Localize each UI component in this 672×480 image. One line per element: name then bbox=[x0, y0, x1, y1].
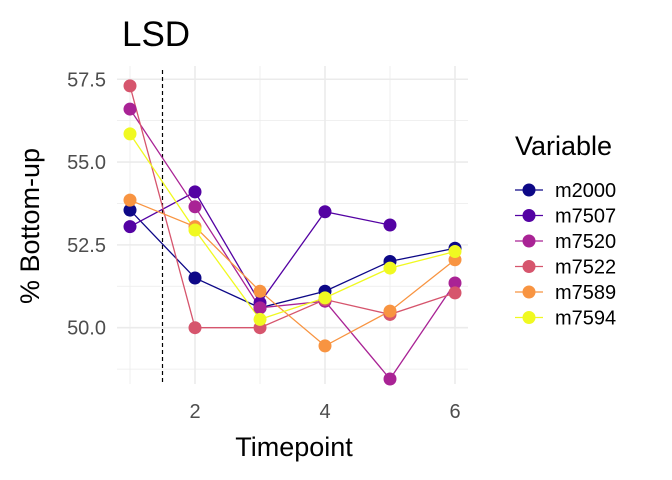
y-tick-label: 52.5 bbox=[67, 235, 106, 257]
legend-items: m2000 m7507 m7520 m7522 m7589 m7594 bbox=[515, 180, 616, 330]
legend-key-marker bbox=[522, 311, 536, 324]
legend-item-m7594: m7594 bbox=[515, 308, 616, 330]
legend: Variable m2000 m7507 m7520 m7522 m7589 m7594 bbox=[515, 131, 616, 330]
data-point-m7522 bbox=[123, 79, 137, 93]
series-line-m7520 bbox=[129, 108, 456, 381]
legend-key-marker bbox=[522, 285, 536, 299]
data-point-m7594 bbox=[318, 291, 332, 305]
grid bbox=[117, 66, 468, 384]
data-point-m7589 bbox=[383, 304, 397, 318]
data-point-m7589 bbox=[123, 193, 137, 207]
data-point-m7507 bbox=[188, 185, 202, 199]
data-point-m7594 bbox=[123, 127, 137, 141]
data-point-m7522 bbox=[448, 286, 462, 300]
x-tick-label: 2 bbox=[189, 401, 200, 423]
data-point-m7594 bbox=[448, 245, 462, 258]
legend-label: m7522 bbox=[555, 257, 616, 279]
data-point-m7594 bbox=[253, 312, 267, 326]
series-line-m2000 bbox=[129, 209, 456, 309]
data-point-m7594 bbox=[383, 261, 397, 275]
data-point-m7589 bbox=[253, 284, 267, 298]
legend-label: m2000 bbox=[555, 180, 616, 202]
legend-label: m7589 bbox=[555, 282, 616, 304]
series-line-m7522 bbox=[129, 85, 456, 329]
legend-key-marker bbox=[522, 234, 536, 248]
y-tick-label: 50.0 bbox=[67, 318, 106, 340]
legend-item-m7507: m7507 bbox=[515, 206, 616, 228]
legend-title: Variable bbox=[515, 131, 612, 161]
series-layer bbox=[123, 79, 462, 386]
x-axis-title: Timepoint bbox=[235, 432, 353, 462]
chart-title: LSD bbox=[122, 15, 190, 54]
legend-label: m7594 bbox=[555, 308, 616, 330]
legend-item-m2000: m2000 bbox=[515, 180, 616, 202]
data-point-m7594 bbox=[188, 223, 202, 237]
series-line-m7589 bbox=[129, 199, 456, 347]
data-point-m7507 bbox=[318, 205, 332, 219]
legend-label: m7507 bbox=[555, 206, 616, 228]
data-point-m7522 bbox=[188, 321, 202, 335]
data-point-m2000 bbox=[188, 271, 202, 285]
y-tick-label: 55.0 bbox=[67, 152, 106, 174]
data-point-m7520 bbox=[448, 276, 462, 290]
y-tick-label: 57.5 bbox=[67, 69, 106, 91]
legend-key-marker bbox=[522, 260, 536, 273]
tick-labels: 2 4 6 50.0 52.5 55.0 57.5 bbox=[67, 69, 461, 423]
data-point-m7507 bbox=[383, 218, 397, 232]
legend-item-m7520: m7520 bbox=[515, 231, 616, 253]
x-tick-label: 6 bbox=[449, 401, 460, 423]
legend-key-marker bbox=[522, 183, 536, 197]
y-axis-title: % Bottom-up bbox=[15, 148, 45, 304]
legend-item-m7522: m7522 bbox=[515, 257, 616, 279]
legend-item-m7589: m7589 bbox=[515, 282, 616, 304]
data-point-m7507 bbox=[123, 220, 137, 234]
x-tick-label: 4 bbox=[319, 401, 330, 423]
data-point-m7520 bbox=[383, 372, 397, 386]
data-point-m7520 bbox=[123, 102, 137, 116]
data-point-m7520 bbox=[188, 200, 202, 214]
legend-label: m7520 bbox=[555, 231, 616, 253]
series-line-m7594 bbox=[129, 133, 456, 321]
data-point-m2000 bbox=[123, 203, 137, 217]
data-point-m7520 bbox=[253, 301, 267, 315]
legend-key-marker bbox=[522, 209, 536, 222]
data-point-m7589 bbox=[318, 339, 332, 353]
